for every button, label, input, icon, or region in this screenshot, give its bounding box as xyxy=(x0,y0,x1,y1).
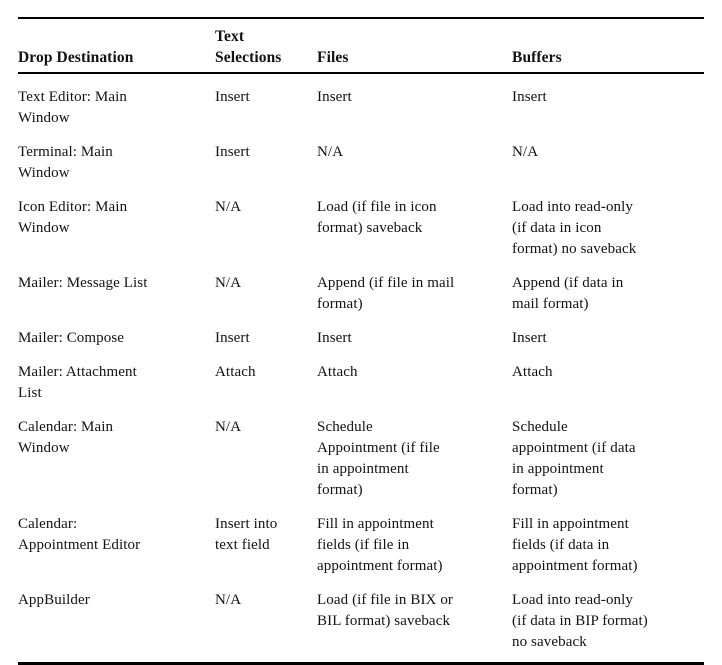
table-cell: Load (if file in BIX or BIL format) save… xyxy=(317,592,454,629)
table-cell: Mailer: Message List xyxy=(18,275,148,291)
table-cell: Terminal: Main Window xyxy=(18,144,113,181)
table-cell: Insert xyxy=(215,144,250,160)
table-cell: N/A xyxy=(512,144,539,160)
table-cell: Attach xyxy=(215,364,256,380)
drop-destination-table: Drop Destination Text Selections Files B… xyxy=(18,17,704,665)
table-header: Drop Destination Text Selections Files B… xyxy=(18,18,704,74)
table-cell: Mailer: Compose xyxy=(18,330,125,346)
table-row: AppBuilder N/A Load (if file in BIX or B… xyxy=(18,577,704,664)
header-row: Drop Destination Text Selections Files B… xyxy=(18,18,704,74)
table-cell: Insert xyxy=(512,89,547,105)
table-cell: Append (if file in mail format) xyxy=(317,275,455,312)
table-cell: Schedule Appointment (if file in appoint… xyxy=(317,419,440,498)
table-cell: Insert xyxy=(317,89,352,105)
table-cell: Load (if file in icon format) saveback xyxy=(317,199,437,236)
table-cell: Calendar: Appointment Editor xyxy=(18,516,141,553)
column-header-buffers: Buffers xyxy=(512,18,704,74)
column-header-drop-destination: Drop Destination xyxy=(18,18,215,74)
table-cell: Load into read-only (if data in BIP form… xyxy=(512,592,648,650)
table-cell: AppBuilder xyxy=(18,592,90,608)
table-row: Calendar: Appointment Editor Insert into… xyxy=(18,501,704,577)
table-cell: Insert xyxy=(512,330,547,346)
column-header-files: Files xyxy=(317,18,512,74)
table-cell: Calendar: Main Window xyxy=(18,419,114,456)
table-cell: Attach xyxy=(317,364,358,380)
table-row: Text Editor: Main Window Insert Insert I… xyxy=(18,73,704,129)
table-row: Mailer: Compose Insert Insert Insert xyxy=(18,315,704,349)
table-cell: Fill in appointment fields (if file in a… xyxy=(317,516,443,574)
document-page: Drop Destination Text Selections Files B… xyxy=(0,17,722,665)
table-cell: N/A xyxy=(215,199,242,215)
table-row: Mailer: Attachment List Attach Attach At… xyxy=(18,349,704,404)
table-row: Mailer: Message List N/A Append (if file… xyxy=(18,260,704,315)
table-cell: N/A xyxy=(215,419,242,435)
table-cell: N/A xyxy=(317,144,344,160)
table-row: Terminal: Main Window Insert N/A N/A xyxy=(18,129,704,184)
table-cell: Load into read-only (if data in icon for… xyxy=(512,199,637,257)
table-cell: Attach xyxy=(512,364,553,380)
table-cell: Insert into text field xyxy=(215,516,278,553)
table-cell: N/A xyxy=(215,592,242,608)
table-cell: Text Editor: Main Window xyxy=(18,89,127,126)
column-header-text-selections: Text Selections xyxy=(215,18,317,74)
table-cell: Fill in appointment fields (if data in a… xyxy=(512,516,638,574)
table-cell: Icon Editor: Main Window xyxy=(18,199,128,236)
table-cell: Mailer: Attachment List xyxy=(18,364,137,401)
table-cell: Insert xyxy=(215,330,250,346)
table-cell: Insert xyxy=(215,89,250,105)
table-row: Calendar: Main Window N/A Schedule Appoi… xyxy=(18,404,704,501)
table-row: Icon Editor: Main Window N/A Load (if fi… xyxy=(18,184,704,260)
table-cell: Schedule appointment (if data in appoint… xyxy=(512,419,636,498)
table-cell: N/A xyxy=(215,275,242,291)
table-cell: Insert xyxy=(317,330,352,346)
table-body: Text Editor: Main Window Insert Insert I… xyxy=(18,73,704,664)
table-cell: Append (if data in mail format) xyxy=(512,275,624,312)
